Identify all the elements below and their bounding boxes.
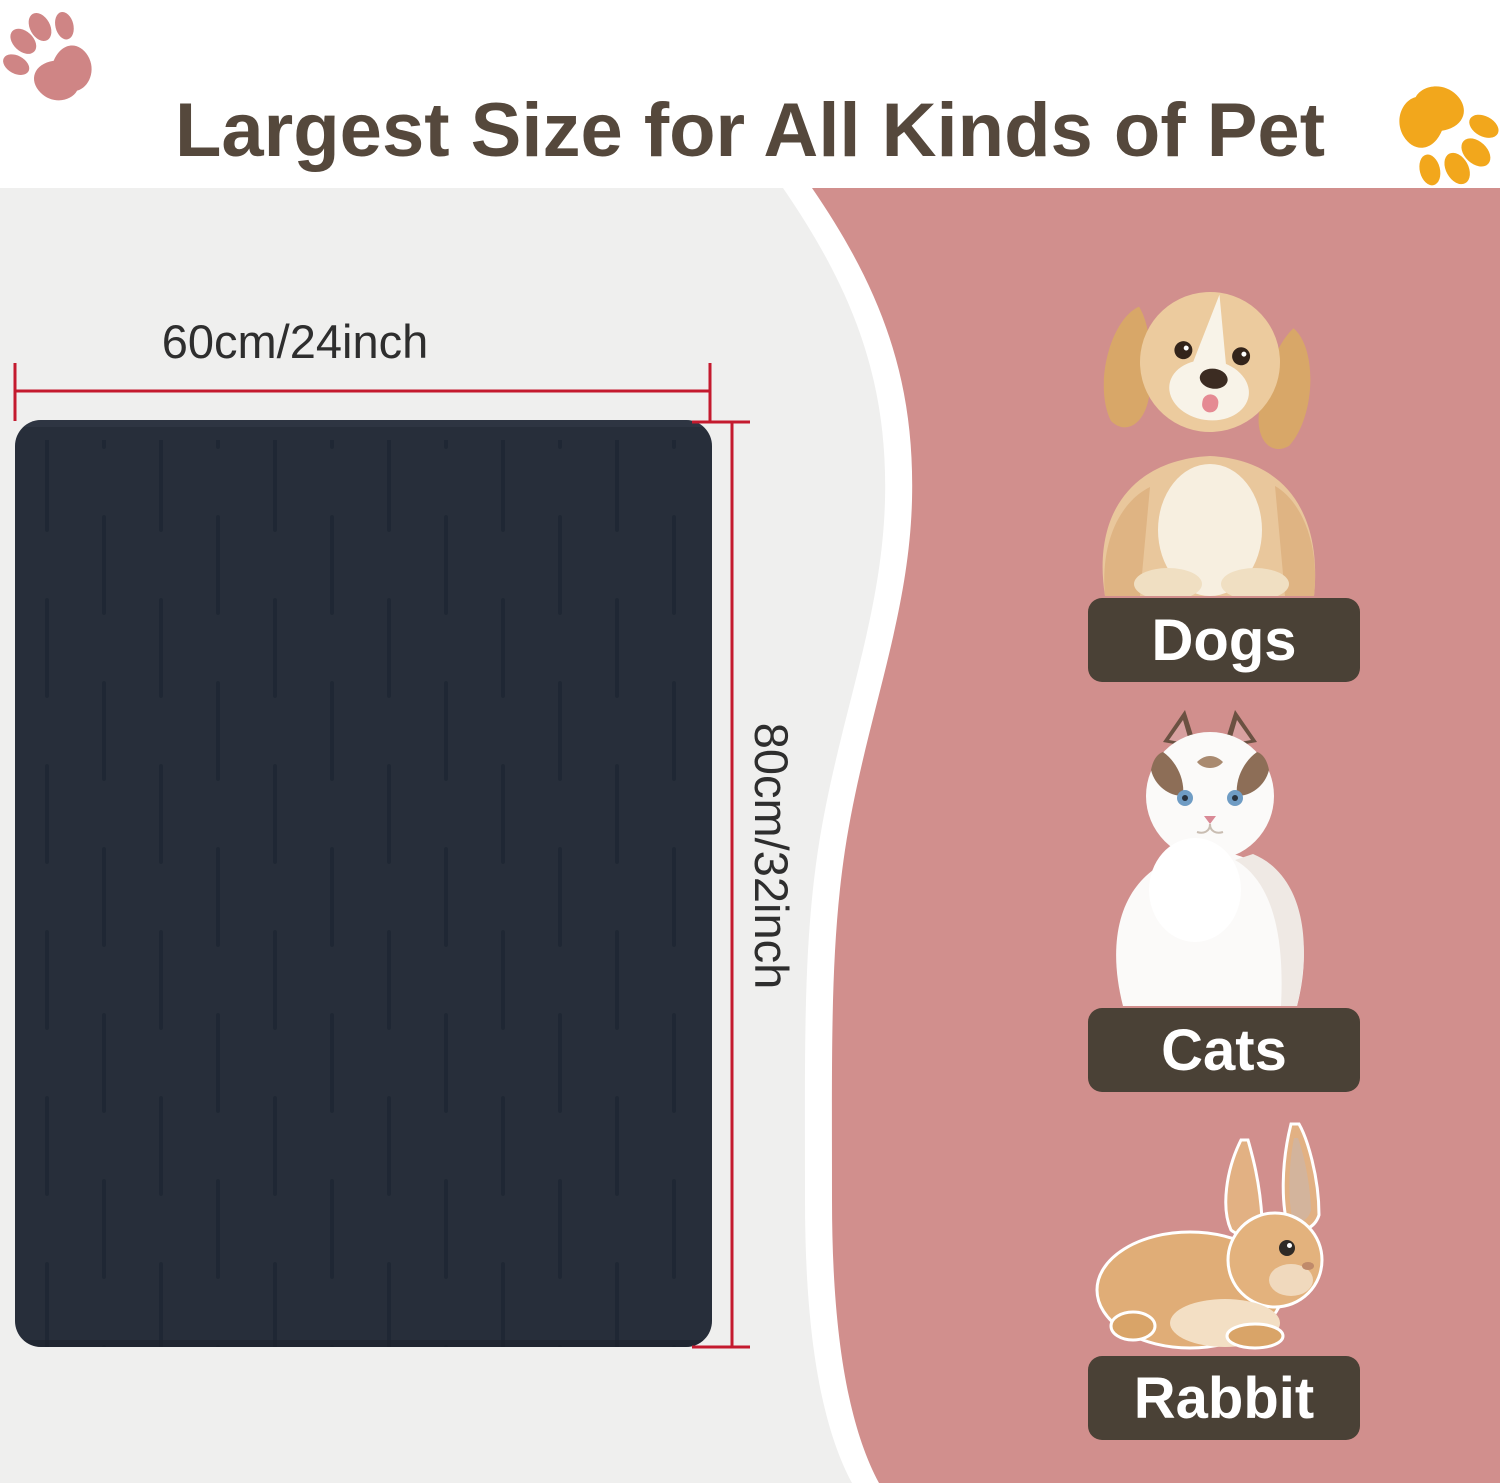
rabbit-photo: [1095, 1122, 1324, 1350]
dog-label: Dogs: [1088, 598, 1360, 682]
page-title: Largest Size for All Kinds of Pet: [174, 87, 1326, 173]
cat-label: Cats: [1088, 1008, 1360, 1092]
paw-icon-pink: [3, 11, 92, 101]
width-dimension-label: 60cm/24inch: [161, 315, 429, 368]
pink-panel: [812, 188, 1500, 1483]
cat-label-text: Cats: [1161, 1017, 1287, 1083]
height-dimension-label: 80cm/32inch: [745, 722, 798, 990]
dog-photo: [1102, 292, 1316, 596]
cat-photo: [1116, 710, 1304, 1006]
rabbit-label-text: Rabbit: [1133, 1365, 1315, 1431]
mat-image: [15, 420, 712, 1347]
dog-label-text: Dogs: [1151, 607, 1297, 673]
rabbit-label: Rabbit: [1088, 1356, 1360, 1440]
paw-icon-orange: [1399, 86, 1499, 186]
